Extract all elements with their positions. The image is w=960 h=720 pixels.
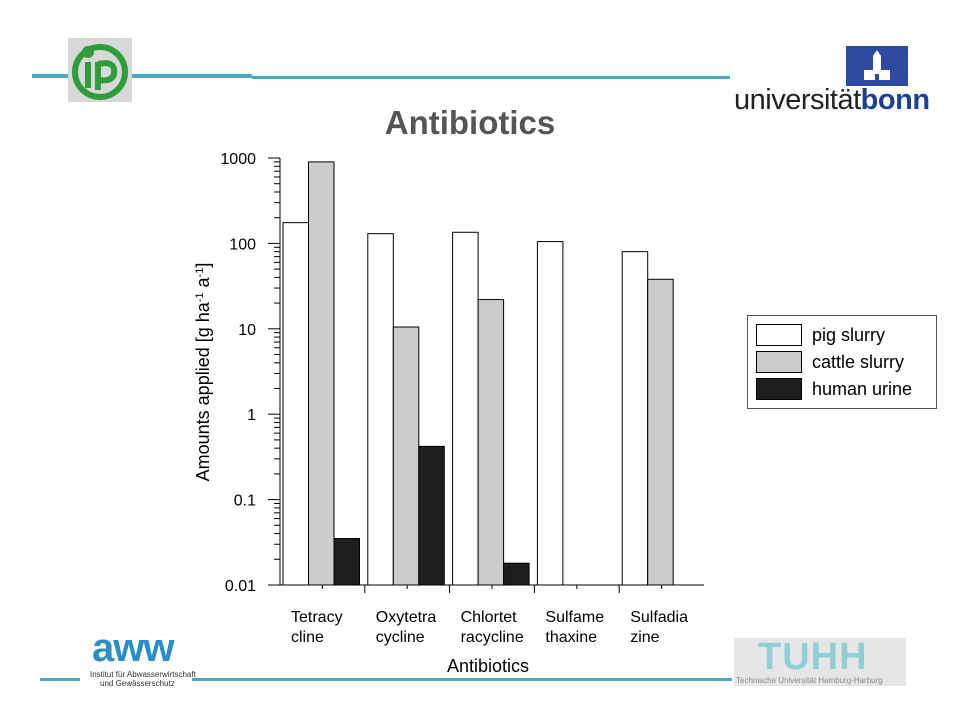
y-axis-title-part: ] bbox=[193, 263, 213, 268]
university-building-icon bbox=[846, 46, 908, 86]
university-bonn-logo: universitätbonn bbox=[734, 46, 930, 116]
bar-pig-slurry bbox=[367, 233, 394, 586]
y-tick-label: 0.01 bbox=[225, 578, 256, 595]
tuhh-subtitle: Technische Universität Hamburg-Harburg bbox=[736, 676, 883, 685]
bar-pig-slurry bbox=[536, 241, 564, 586]
x-tick-label: zine bbox=[630, 629, 659, 646]
aww-subtitle-line2: und Gewässerschutz bbox=[100, 679, 175, 688]
bar-human-urine bbox=[503, 562, 530, 586]
bar-human-urine bbox=[333, 538, 360, 586]
y-tick-label: 0.1 bbox=[234, 493, 256, 510]
aww-subtitle-line1: Institut für Abwasserwirtschaft bbox=[90, 670, 196, 679]
y-tick-label: 1 bbox=[247, 407, 256, 424]
footer-rule-mid bbox=[192, 678, 732, 681]
y-tick-label: 100 bbox=[229, 236, 256, 253]
y-axis-title-superscript: -1 bbox=[194, 292, 206, 302]
x-tick-label: Chlortet bbox=[461, 609, 518, 626]
bar-pig-slurry bbox=[452, 231, 479, 586]
university-wordmark-plain: universität bbox=[734, 84, 861, 116]
x-tick-label: racycline bbox=[461, 629, 524, 646]
x-axis-title: Antibiotics bbox=[447, 656, 529, 676]
header-rule-right bbox=[252, 76, 730, 79]
university-bonn-wordmark: universitätbonn bbox=[734, 84, 930, 117]
y-tick-label: 10 bbox=[238, 322, 256, 339]
y-tick-label: 1000 bbox=[220, 151, 256, 168]
legend-swatch-pig-slurry bbox=[756, 324, 802, 346]
aww-wordmark: aww bbox=[92, 626, 174, 670]
bar-pig-slurry bbox=[621, 251, 649, 586]
legend-label-cattle-slurry: cattle slurry bbox=[812, 352, 905, 372]
x-tick-label: thaxine bbox=[545, 629, 597, 646]
aww-logo: aww Institut für Abwasserwirtschaft und … bbox=[86, 626, 196, 688]
x-tick-label: cycline bbox=[376, 629, 425, 646]
y-axis-title: Amounts applied [g ha-1 a-1] bbox=[193, 263, 213, 482]
y-axis-title-part: Amounts applied [g ha bbox=[193, 301, 213, 481]
legend-swatch-cattle-slurry bbox=[756, 351, 802, 373]
tuhh-logo: TUHH Technische Universität Hamburg-Harb… bbox=[734, 636, 906, 686]
x-tick-label: Sulfadia bbox=[630, 609, 688, 626]
page-title: Antibiotics bbox=[384, 104, 556, 141]
y-axis-title-part: a bbox=[193, 276, 213, 292]
bar-cattle-slurry bbox=[477, 299, 505, 586]
x-tick-label: Tetracy bbox=[291, 609, 343, 626]
chart-legend: pig slurry cattle slurry human urine bbox=[747, 315, 937, 409]
bar-cattle-slurry bbox=[647, 278, 674, 586]
legend-swatch-human-urine bbox=[756, 378, 802, 400]
legend-label-human-urine: human urine bbox=[812, 379, 913, 399]
tuhh-wordmark: TUHH bbox=[758, 636, 868, 678]
university-wordmark-bold: bonn bbox=[860, 84, 930, 116]
header-rule-left bbox=[32, 74, 252, 78]
x-tick-label: Oxytetra bbox=[376, 609, 437, 626]
x-tick-label: Sulfame bbox=[545, 609, 604, 626]
legend-label-pig-slurry: pig slurry bbox=[812, 325, 886, 345]
ip-logo-icon bbox=[68, 38, 132, 102]
bar-cattle-slurry bbox=[392, 326, 420, 586]
chart-bars bbox=[282, 161, 674, 586]
x-tick-label: cline bbox=[291, 629, 324, 646]
y-axis-title-superscript: -1 bbox=[194, 268, 206, 278]
bar-cattle-slurry bbox=[308, 161, 335, 586]
ip-logo bbox=[68, 38, 132, 102]
bar-pig-slurry bbox=[282, 222, 309, 586]
aww-subtitle: Institut für Abwasserwirtschaft und Gewä… bbox=[90, 670, 196, 688]
footer-rule-left bbox=[40, 678, 80, 681]
bar-human-urine bbox=[418, 445, 445, 586]
